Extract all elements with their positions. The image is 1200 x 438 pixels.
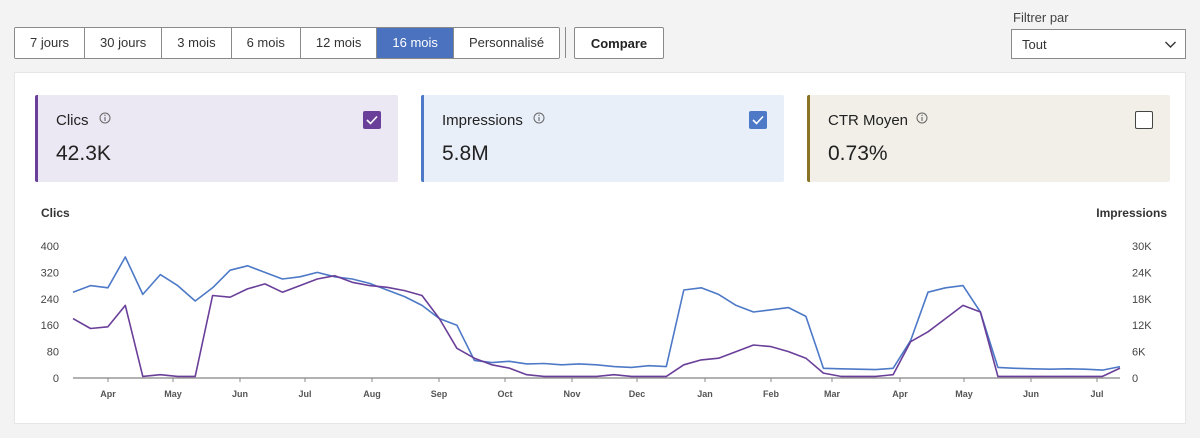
x-tick-label: Apr bbox=[892, 389, 908, 399]
left-tick-label: 320 bbox=[41, 267, 59, 279]
x-tick-label: Jun bbox=[1023, 389, 1039, 399]
x-tick-label: Oct bbox=[497, 389, 512, 399]
range-3-months[interactable]: 3 mois bbox=[162, 28, 232, 58]
info-icon[interactable] bbox=[533, 112, 545, 124]
right-tick-label: 6K bbox=[1132, 347, 1146, 359]
metric-card-ctr[interactable]: CTR Moyen 0.73% bbox=[807, 95, 1170, 182]
right-tick-label: 12K bbox=[1132, 320, 1152, 332]
x-tick-label: Apr bbox=[100, 389, 116, 399]
series-line-impressions bbox=[72, 256, 1121, 371]
performance-chart: Clics Impressions 400 320 240 160 80 0 30K 24K 18K… bbox=[41, 206, 1168, 399]
range-16-months[interactable]: 16 mois bbox=[377, 28, 454, 58]
range-custom[interactable]: Personnalisé bbox=[453, 28, 560, 58]
right-axis-title: Impressions bbox=[1096, 206, 1167, 220]
metric-card-clicks[interactable]: Clics 42.3K bbox=[35, 95, 398, 182]
metric-checkbox[interactable] bbox=[1135, 111, 1153, 129]
x-tick-label: Dec bbox=[629, 389, 646, 399]
metric-value: 0.73% bbox=[828, 142, 888, 165]
date-range-selector: 7 jours 30 jours 3 mois 6 mois 12 mois 1… bbox=[14, 27, 561, 59]
range-6-months[interactable]: 6 mois bbox=[231, 28, 301, 58]
left-tick-label: 160 bbox=[41, 320, 59, 332]
metric-value: 42.3K bbox=[56, 142, 111, 165]
left-tick-label: 240 bbox=[41, 294, 59, 306]
metric-title: CTR Moyen bbox=[828, 112, 909, 129]
series-line-clics bbox=[72, 274, 1121, 378]
filter-select[interactable]: Tout bbox=[1011, 29, 1186, 59]
right-tick-label: 18K bbox=[1132, 294, 1152, 306]
metric-title: Impressions bbox=[442, 112, 523, 129]
metric-title: Clics bbox=[56, 112, 89, 129]
range-7-days[interactable]: 7 jours bbox=[15, 28, 86, 58]
compare-button[interactable]: Compare bbox=[574, 27, 664, 59]
range-30-days[interactable]: 30 jours bbox=[85, 28, 163, 58]
left-tick-label: 0 bbox=[53, 373, 59, 385]
left-axis-title: Clics bbox=[41, 206, 70, 220]
filter-selected-value: Tout bbox=[1022, 37, 1047, 52]
x-tick-label: Aug bbox=[363, 389, 381, 399]
metric-value: 5.8M bbox=[442, 142, 489, 165]
x-tick-label: Jan bbox=[697, 389, 713, 399]
x-tick-label: May bbox=[955, 389, 973, 399]
toolbar-divider bbox=[565, 27, 566, 58]
info-icon[interactable] bbox=[916, 112, 928, 124]
metric-card-impressions[interactable]: Impressions 5.8M bbox=[421, 95, 784, 182]
x-tick-label: Nov bbox=[563, 389, 580, 399]
x-tick-label: Sep bbox=[431, 389, 448, 399]
metric-checkbox[interactable] bbox=[749, 111, 767, 129]
checkmark-icon bbox=[366, 115, 378, 125]
x-tick-label: Jun bbox=[232, 389, 248, 399]
left-tick-label: 400 bbox=[41, 241, 59, 253]
filter-label: Filtrer par bbox=[1013, 10, 1069, 25]
right-tick-label: 30K bbox=[1132, 241, 1152, 253]
x-tick-label: Jul bbox=[298, 389, 311, 399]
checkmark-icon bbox=[752, 115, 764, 125]
x-tick-label: Mar bbox=[824, 389, 841, 399]
right-tick-label: 24K bbox=[1132, 267, 1152, 279]
x-tick-label: Feb bbox=[763, 389, 780, 399]
x-tick-label: May bbox=[164, 389, 182, 399]
metric-checkbox[interactable] bbox=[363, 111, 381, 129]
right-tick-label: 0 bbox=[1132, 373, 1138, 385]
chevron-down-icon bbox=[1165, 41, 1176, 48]
range-12-months[interactable]: 12 mois bbox=[300, 28, 378, 58]
info-icon[interactable] bbox=[99, 112, 111, 124]
performance-panel: Clics 42.3K Impressions 5.8M CTR Moyen bbox=[14, 72, 1186, 424]
left-tick-label: 80 bbox=[47, 347, 59, 359]
x-tick-label: Jul bbox=[1090, 389, 1103, 399]
